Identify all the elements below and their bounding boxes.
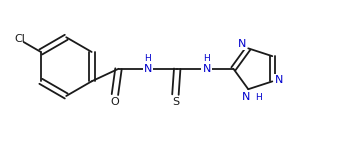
Text: S: S xyxy=(172,97,179,107)
Text: H: H xyxy=(255,93,262,102)
Text: N: N xyxy=(202,64,211,74)
Text: N: N xyxy=(275,75,283,85)
Text: Cl: Cl xyxy=(14,34,25,43)
Text: H: H xyxy=(145,54,151,63)
Text: H: H xyxy=(203,54,210,63)
Text: O: O xyxy=(111,97,119,107)
Text: N: N xyxy=(144,64,152,74)
Text: N: N xyxy=(242,92,251,102)
Text: N: N xyxy=(238,39,246,49)
